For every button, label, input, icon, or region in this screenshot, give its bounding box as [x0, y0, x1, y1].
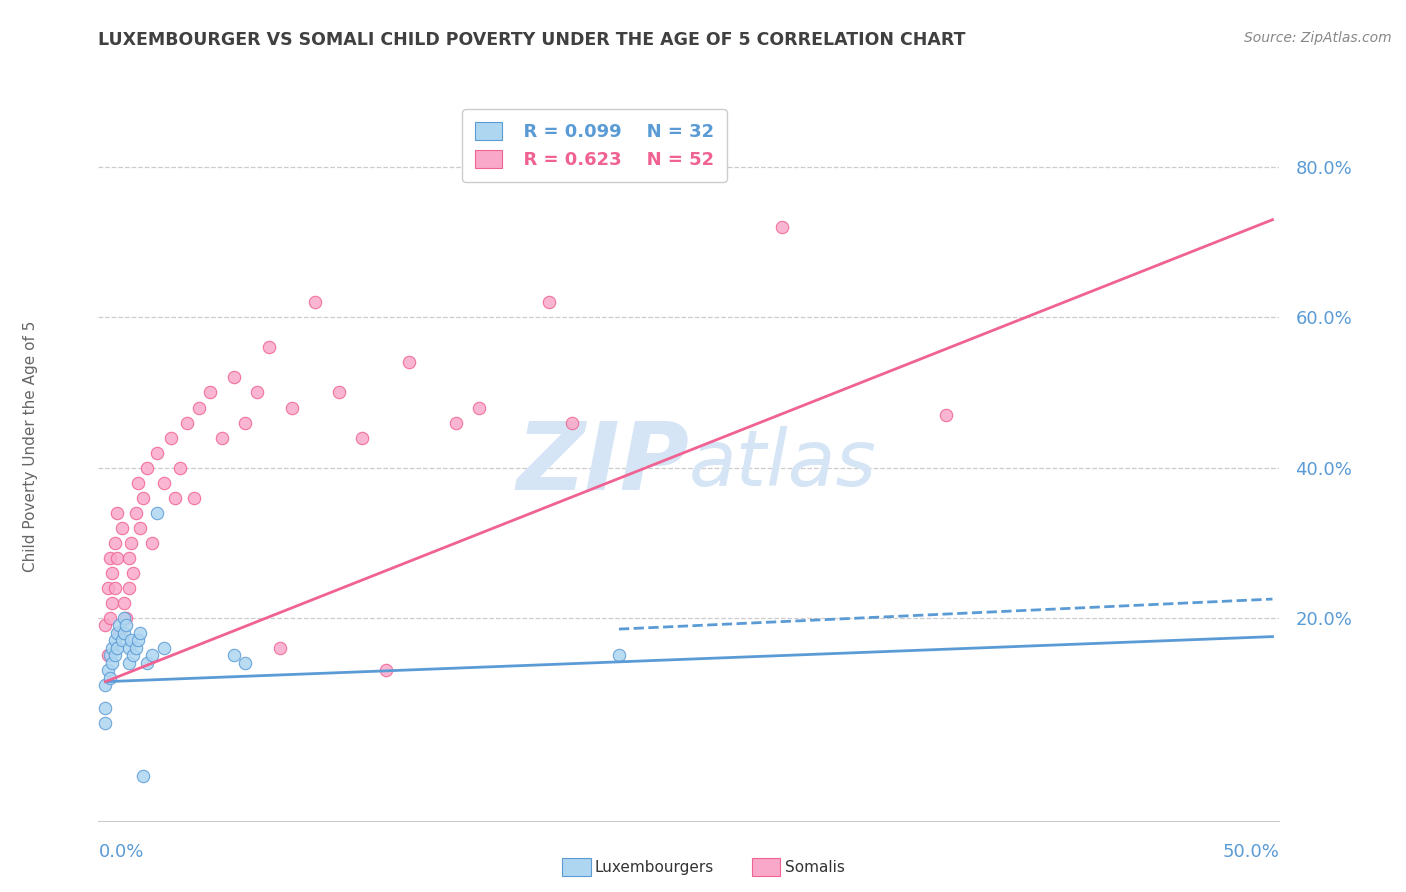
Text: Somalis: Somalis — [785, 860, 845, 874]
Point — [235, 656, 257, 670]
Point — [183, 491, 205, 505]
Point — [122, 648, 145, 663]
Point — [105, 506, 128, 520]
Point — [98, 671, 121, 685]
Point — [105, 550, 128, 565]
Point — [104, 535, 127, 549]
Point — [328, 385, 350, 400]
Point — [125, 506, 148, 520]
Point — [104, 633, 127, 648]
Point — [115, 611, 138, 625]
Point — [94, 618, 117, 632]
Point — [101, 640, 124, 655]
Point — [257, 340, 280, 354]
Point — [112, 596, 135, 610]
Point — [129, 625, 152, 640]
Text: ZIP: ZIP — [516, 417, 689, 510]
Point — [127, 633, 149, 648]
Text: Source: ZipAtlas.com: Source: ZipAtlas.com — [1244, 31, 1392, 45]
Point — [115, 618, 138, 632]
Text: atlas: atlas — [689, 425, 877, 502]
Point — [374, 664, 396, 678]
Point — [118, 656, 141, 670]
Point — [352, 431, 374, 445]
Point — [125, 640, 148, 655]
Point — [94, 716, 117, 731]
Point — [120, 633, 142, 648]
Point — [118, 550, 141, 565]
Point — [94, 701, 117, 715]
Text: Child Poverty Under the Age of 5: Child Poverty Under the Age of 5 — [24, 320, 38, 572]
Point — [561, 416, 583, 430]
Text: 0.0%: 0.0% — [98, 843, 143, 861]
Point — [112, 611, 135, 625]
Point — [304, 295, 326, 310]
Text: Luxembourgers: Luxembourgers — [595, 860, 714, 874]
Point — [935, 408, 957, 422]
Text: 50.0%: 50.0% — [1223, 843, 1279, 861]
Legend:   R = 0.099    N = 32,   R = 0.623    N = 52: R = 0.099 N = 32, R = 0.623 N = 52 — [463, 109, 727, 182]
Point — [105, 625, 128, 640]
Point — [169, 460, 191, 475]
Point — [136, 460, 159, 475]
Point — [120, 535, 142, 549]
Point — [146, 445, 169, 459]
Point — [129, 521, 152, 535]
Point — [537, 295, 560, 310]
Point — [94, 678, 117, 692]
Point — [176, 416, 198, 430]
Point — [200, 385, 222, 400]
Point — [468, 401, 491, 415]
Point — [152, 475, 174, 490]
Point — [136, 656, 159, 670]
Point — [98, 648, 121, 663]
Point — [132, 768, 155, 782]
Point — [246, 385, 269, 400]
Point — [770, 220, 793, 235]
Point — [152, 640, 174, 655]
Point — [104, 581, 127, 595]
Point — [101, 566, 124, 580]
Point — [111, 521, 134, 535]
Point — [269, 640, 291, 655]
Point — [122, 566, 145, 580]
Point — [104, 648, 127, 663]
Point — [235, 416, 257, 430]
Point — [111, 633, 134, 648]
Point — [97, 648, 120, 663]
Point — [146, 506, 169, 520]
Text: LUXEMBOURGER VS SOMALI CHILD POVERTY UNDER THE AGE OF 5 CORRELATION CHART: LUXEMBOURGER VS SOMALI CHILD POVERTY UND… — [98, 31, 966, 49]
Point — [98, 611, 121, 625]
Point — [118, 640, 141, 655]
Point — [118, 581, 141, 595]
Point — [607, 648, 630, 663]
Point — [444, 416, 467, 430]
Point — [222, 370, 245, 384]
Point — [101, 656, 124, 670]
Point — [105, 640, 128, 655]
Point — [132, 491, 155, 505]
Point — [108, 618, 131, 632]
Point — [101, 596, 124, 610]
Point — [112, 625, 135, 640]
Point — [187, 401, 209, 415]
Point — [159, 431, 181, 445]
Point — [398, 355, 420, 369]
Point — [127, 475, 149, 490]
Point — [97, 581, 120, 595]
Point — [211, 431, 233, 445]
Point — [108, 625, 131, 640]
Point — [141, 648, 163, 663]
Point — [98, 550, 121, 565]
Point — [141, 535, 163, 549]
Point — [222, 648, 245, 663]
Point — [281, 401, 304, 415]
Point — [97, 664, 120, 678]
Point — [165, 491, 187, 505]
